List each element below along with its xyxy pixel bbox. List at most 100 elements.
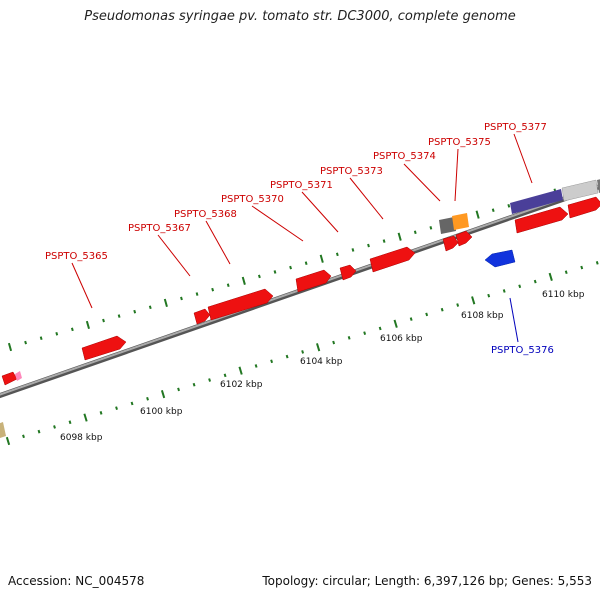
tick-mark (163, 298, 168, 308)
forward-genes (1, 196, 600, 386)
tick-mark (238, 366, 243, 375)
tick-mark (335, 252, 339, 257)
tick-mark (177, 387, 180, 392)
gene-arrow[interactable] (442, 235, 459, 252)
tick-mark (475, 210, 480, 219)
kbp-label: 6098 kbp (60, 433, 103, 443)
tick-mark (148, 305, 152, 310)
gene-label[interactable]: PSPTO_5367 (128, 223, 191, 234)
tick-mark (319, 254, 324, 263)
tick-mark (301, 350, 305, 354)
tick-mark (39, 336, 43, 340)
kbp-label: 6110 kbp (542, 290, 585, 300)
tick-mark (254, 364, 258, 368)
tick-mark (192, 382, 196, 387)
gene-arrow[interactable] (339, 264, 357, 281)
tick-mark (507, 204, 511, 208)
tick-mark (471, 296, 476, 305)
tick-mark (518, 284, 522, 289)
tick-mark (83, 413, 88, 422)
tick-mark (195, 292, 199, 296)
accession-text: Accession: NC_004578 (8, 574, 145, 588)
reverse-gene-arrow[interactable] (484, 249, 516, 268)
feature-orange[interactable] (452, 213, 469, 230)
gene-arrow[interactable] (15, 371, 22, 381)
tick-mark (223, 373, 227, 378)
feature-darkgray[interactable] (597, 178, 600, 193)
tick-mark (397, 232, 402, 241)
tick-mark (22, 434, 25, 439)
tick-mark (180, 296, 183, 301)
gene-label[interactable]: PSPTO_5365 (45, 251, 108, 262)
tick-mark (241, 276, 246, 285)
gene-arrow[interactable] (369, 246, 416, 273)
gene-label[interactable]: PSPTO_5373 (320, 166, 383, 177)
gene-arrow[interactable] (207, 288, 274, 321)
kbp-label: 6102 kbp (220, 380, 263, 390)
tick-mark (53, 425, 56, 429)
tick-mark (270, 359, 274, 364)
kbp-label: 6100 kbp (140, 407, 183, 417)
gene-arrow[interactable] (567, 196, 600, 219)
gene-arrow[interactable] (193, 308, 211, 325)
leader-line-reverse (509, 297, 519, 343)
tick-mark (564, 270, 568, 275)
tick-mark (55, 331, 59, 336)
kbp-label: 6108 kbp (461, 311, 504, 321)
tick-mark (367, 243, 370, 248)
kbp-labels: 6098 kbp 6100 kbp 6102 kbp 6104 kbp 6106… (60, 290, 585, 443)
feature-khaki[interactable] (0, 422, 6, 439)
tick-mark (429, 226, 433, 230)
tick-mark (595, 261, 599, 265)
gene-label[interactable]: PSPTO_5371 (270, 180, 333, 191)
tick-mark (409, 317, 413, 321)
gene-label[interactable]: PSPTO_5377 (484, 122, 547, 133)
gene-arrow[interactable] (514, 206, 569, 234)
gene-label[interactable]: PSPTO_5368 (174, 209, 237, 220)
kbp-label: 6106 kbp (380, 334, 423, 344)
other-features (0, 178, 600, 439)
tick-mark (85, 320, 90, 330)
tick-mark (502, 289, 506, 293)
tick-mark (316, 343, 321, 352)
upper-tick-track (7, 181, 589, 352)
tick-mark (548, 272, 553, 282)
gene-arrow[interactable] (455, 230, 473, 247)
tick-mark (5, 436, 11, 446)
tick-mark (425, 312, 429, 317)
genome-summary-text: Topology: circular; Length: 6,397,126 bp… (262, 574, 592, 588)
tick-mark (208, 378, 212, 382)
tick-mark (24, 340, 27, 345)
tick-mark (285, 354, 289, 359)
tick-mark (160, 389, 166, 399)
gene-label[interactable]: PSPTO_5376 (491, 345, 554, 356)
tick-mark (382, 239, 386, 243)
tick-mark (393, 319, 398, 328)
tick-mark (533, 279, 537, 284)
feature-lightgray[interactable] (561, 179, 599, 202)
gene-arrow[interactable] (1, 371, 18, 386)
tick-mark (102, 318, 105, 323)
gene-label[interactable]: PSPTO_5375 (428, 137, 491, 148)
tick-mark (378, 326, 382, 331)
gene-label[interactable]: PSPTO_5370 (221, 194, 284, 205)
gene-label[interactable]: PSPTO_5374 (373, 151, 436, 162)
feature-purple[interactable] (510, 189, 563, 214)
tick-mark (304, 261, 308, 265)
tick-mark (226, 283, 230, 288)
tick-mark (347, 336, 351, 340)
gene-arrow[interactable] (295, 269, 332, 293)
tick-mark (115, 406, 118, 411)
tick-mark (273, 270, 277, 274)
tick-mark (68, 420, 72, 425)
tick-mark (440, 307, 444, 312)
leader-lines (71, 133, 533, 309)
tick-mark (363, 331, 367, 335)
gene-arrow[interactable] (81, 335, 127, 361)
feature-gray[interactable] (439, 217, 456, 234)
tick-mark (130, 401, 134, 406)
tick-mark (487, 293, 491, 298)
tick-mark (351, 248, 355, 252)
